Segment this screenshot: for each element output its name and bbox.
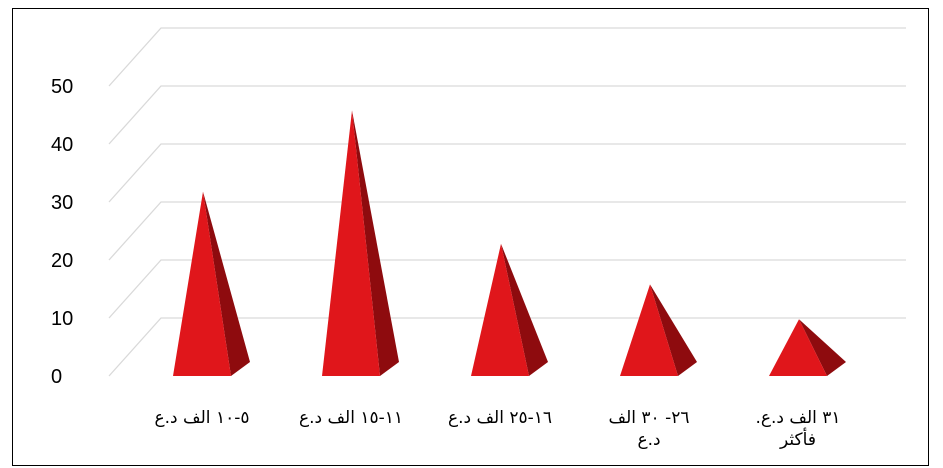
gridline [108, 27, 906, 87]
x-axis-categories: ٥-١٠ الف د.ع ١١-١٥ الف د.ع ١٦-٢٥ الف د.ع ٢٦… [155, 408, 841, 450]
y-tick-label: 30 [51, 192, 73, 214]
x-category-label: ٥-١٠ الف د.ع [155, 408, 250, 428]
pyramid-front-face [173, 191, 231, 376]
pyramid-bar-chart: 0 10 20 30 40 50 ٥-١٠ الف د.ع ١١-١٥ الف د.ع ١٦-… [51, 27, 906, 450]
x-category-label: ٢٦- ٣٠ الف د.ع [609, 408, 690, 450]
y-tick-label: 0 [51, 366, 62, 388]
y-tick-label: 10 [51, 308, 73, 330]
x-category-label-line: فأكثر [779, 427, 816, 450]
pyramid-bar [769, 319, 846, 376]
x-category-label-line: ١١-١٥ الف د.ع [299, 408, 403, 428]
y-tick-label: 50 [51, 76, 73, 98]
x-category-label-line: د.ع [637, 430, 660, 450]
x-category-label: ٣١ الف د.ع. فأكثر [755, 408, 840, 450]
x-category-label: ١٦-٢٥ الف د.ع [448, 408, 552, 428]
y-tick-label: 20 [51, 250, 73, 272]
pyramid-side-face [352, 110, 399, 377]
pyramid-front-face [322, 110, 380, 377]
x-category-label-line: ١٦-٢٥ الف د.ع [448, 408, 552, 428]
pyramid-bar [620, 284, 697, 376]
x-category-label-line: ٣١ الف د.ع. [755, 408, 840, 428]
pyramid-bar [471, 243, 548, 376]
pyramid-front-face [769, 319, 827, 376]
pyramid-side-face [650, 284, 697, 376]
pyramid-bar [173, 191, 250, 376]
gridline [108, 143, 906, 203]
pyramid-side-face [799, 319, 846, 376]
gridline [108, 85, 906, 145]
x-category-label: ١١-١٥ الف د.ع [299, 408, 403, 428]
pyramid-bars [173, 110, 846, 377]
x-category-label-line: ٢٦- ٣٠ الف [609, 408, 690, 428]
pyramid-front-face [620, 284, 678, 376]
pyramid-front-face [471, 243, 529, 376]
pyramid-side-face [501, 243, 548, 376]
gridline [108, 201, 906, 261]
y-axis-ticks: 0 10 20 30 40 50 [51, 76, 73, 388]
gridline [108, 259, 906, 319]
y-tick-label: 40 [51, 134, 73, 156]
pyramid-bar [322, 110, 399, 377]
chart-frame: 0 10 20 30 40 50 ٥-١٠ الف د.ع ١١-١٥ الف د.ع ١٦-… [12, 8, 929, 466]
x-category-label-line: ٥-١٠ الف د.ع [155, 408, 250, 428]
pyramid-side-face [203, 191, 250, 376]
